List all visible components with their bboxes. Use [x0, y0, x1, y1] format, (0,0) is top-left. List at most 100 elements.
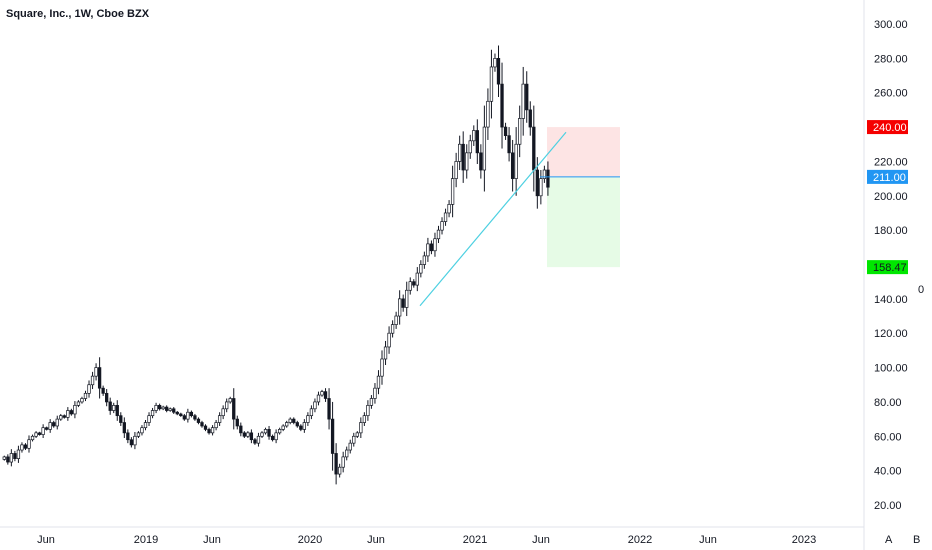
- x-tick-label: Jun: [203, 534, 221, 546]
- x-tick-label: 2021: [463, 534, 487, 546]
- candle-up: [518, 118, 522, 145]
- y-tick-label: 200.00: [874, 191, 908, 203]
- candle-down: [510, 152, 515, 179]
- candle-up: [465, 152, 469, 171]
- candle-up: [338, 466, 342, 475]
- y-tick-label: 140.00: [874, 294, 908, 306]
- candle-up: [133, 435, 137, 446]
- candle-down: [532, 126, 536, 171]
- candle-up: [277, 429, 282, 434]
- candle-up: [90, 375, 95, 386]
- y-tick-label: 120.00: [874, 328, 908, 340]
- candle-down: [182, 415, 186, 420]
- candle-down: [172, 408, 176, 413]
- candle-down: [13, 453, 17, 459]
- candle-up: [94, 367, 98, 377]
- candle-down: [157, 405, 162, 410]
- candle-down: [200, 422, 204, 427]
- y-tick-label: 300.00: [874, 19, 908, 31]
- candle-up: [458, 143, 462, 162]
- candle-up: [55, 418, 59, 427]
- candle-up: [281, 425, 285, 430]
- candle-up: [542, 169, 547, 179]
- candle-up: [30, 435, 35, 441]
- candle-up: [514, 143, 518, 179]
- target-badge-label: 158.47: [873, 262, 907, 274]
- candle-down: [101, 387, 105, 394]
- candle-down: [196, 418, 201, 423]
- candle-down: [203, 425, 208, 430]
- candle-up: [34, 432, 38, 437]
- candle-up: [73, 405, 77, 415]
- candle-down: [330, 418, 335, 454]
- entry-badge-label: 211.00: [873, 172, 906, 184]
- candle-up: [362, 415, 367, 423]
- candle-up: [359, 422, 363, 434]
- entry-badge: [867, 169, 908, 184]
- y-tick-label: 20.00: [874, 500, 902, 512]
- stop-loss-zone: [547, 127, 620, 177]
- y-tick-label: 40.00: [874, 466, 902, 478]
- candle-up: [320, 391, 324, 396]
- candle-down: [401, 298, 405, 308]
- time-axis[interactable]: Jun 2019 Jun 2020 Jun 2021 Jun 2022 Jun 2023: [37, 534, 816, 546]
- y-tick-label: 280.00: [874, 53, 908, 65]
- candle-up: [405, 289, 409, 308]
- candle-up: [486, 100, 490, 128]
- candle-up: [390, 324, 395, 334]
- candle-down: [45, 427, 49, 430]
- candle-down: [122, 422, 126, 434]
- candle-down: [528, 109, 532, 128]
- x-tick-label: 2023: [792, 534, 816, 546]
- candle-up: [27, 439, 31, 449]
- candle-down: [62, 415, 66, 418]
- chart-title: Square, Inc., 1W, Cboe BZX: [6, 8, 150, 20]
- candle-up: [2, 456, 6, 460]
- candle-down: [97, 367, 102, 389]
- x-tick-label: Jun: [699, 534, 717, 546]
- drawing-overlays: [419, 131, 620, 307]
- candle-up: [221, 408, 225, 417]
- candle-up: [345, 449, 349, 458]
- bar-scale-button[interactable]: B: [913, 534, 920, 546]
- candle-down: [429, 243, 434, 252]
- auto-scale-button[interactable]: A: [885, 534, 893, 546]
- candle-down: [475, 130, 479, 154]
- candle-up: [87, 384, 91, 394]
- candle-up: [210, 427, 215, 434]
- candle-up: [9, 453, 14, 463]
- candle-up: [341, 456, 345, 468]
- candle-down: [115, 405, 119, 417]
- candle-up: [468, 140, 472, 154]
- candle-up: [41, 427, 45, 435]
- candle-down: [37, 432, 42, 435]
- candle-up: [373, 387, 377, 399]
- candle-down: [179, 413, 183, 417]
- candle-up: [426, 243, 430, 257]
- x-tick-label: Jun: [532, 534, 550, 546]
- candle-up: [140, 427, 144, 434]
- candle-up: [433, 238, 437, 252]
- candle-up: [214, 422, 218, 429]
- candle-up: [161, 406, 165, 410]
- candle-up: [274, 432, 278, 441]
- candle-down: [461, 143, 465, 171]
- candle-up: [369, 398, 374, 406]
- candle-up: [285, 422, 289, 427]
- candle-up: [313, 401, 317, 410]
- candle-down: [249, 432, 254, 441]
- candle-up: [80, 398, 84, 403]
- position-zones: [547, 127, 620, 268]
- candle-up: [316, 394, 321, 403]
- candle-down: [525, 83, 529, 111]
- y-tick-label: 80.00: [874, 397, 902, 409]
- candle-up: [443, 212, 448, 222]
- candle-up: [380, 358, 384, 377]
- take-profit-zone: [547, 176, 620, 268]
- candle-down: [189, 411, 194, 417]
- y-tick-label: 100.00: [874, 363, 908, 375]
- candle-down: [323, 391, 328, 399]
- candle-series: [2, 45, 550, 485]
- candle-down: [129, 439, 134, 446]
